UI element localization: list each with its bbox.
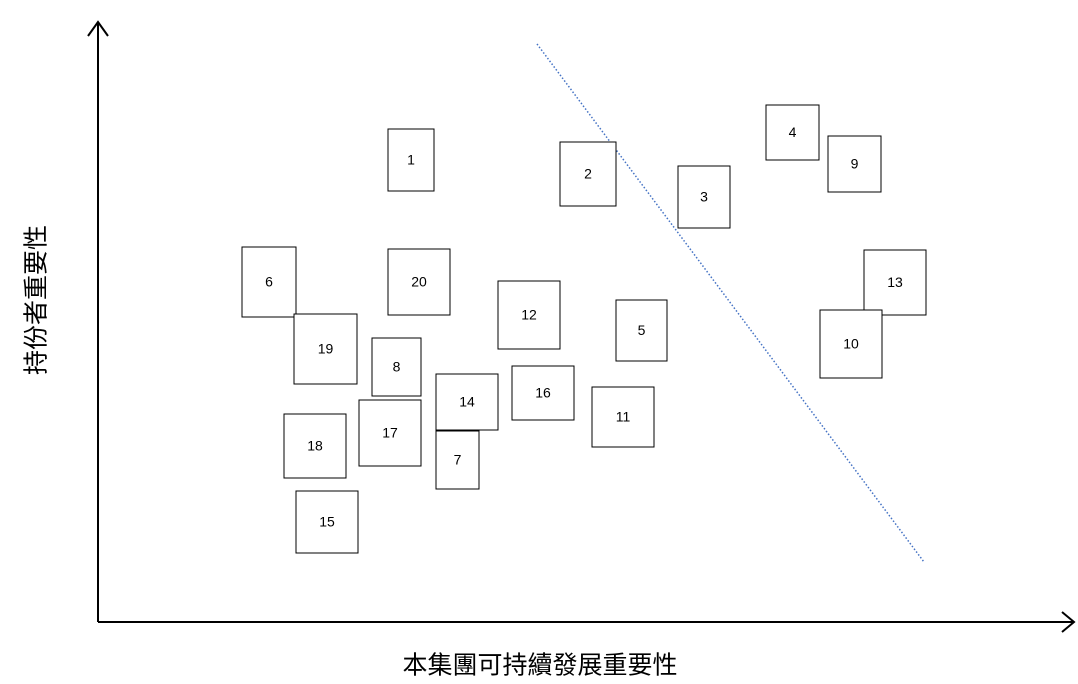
topic-box <box>387 128 435 192</box>
topic-number: 17 <box>382 425 398 441</box>
topic-number: 6 <box>265 274 273 290</box>
topic-number: 2 <box>584 166 592 182</box>
topic-box <box>819 309 883 379</box>
topic-box <box>283 413 347 479</box>
topic-box <box>863 249 927 316</box>
topic-number: 4 <box>789 124 797 140</box>
topic-box <box>435 430 480 490</box>
topic-box <box>827 135 882 193</box>
topic-box <box>293 313 358 385</box>
y-axis-label: 持份者重要性 <box>22 225 51 375</box>
topic-number: 8 <box>393 359 401 375</box>
topic-number: 10 <box>843 336 859 352</box>
topic-box <box>497 280 561 350</box>
topic-number: 9 <box>851 156 859 172</box>
topic-box <box>295 490 359 554</box>
topic-box <box>765 104 820 161</box>
topic-box <box>615 299 668 362</box>
topic-number: 1 <box>407 152 415 168</box>
topic-box <box>677 165 731 229</box>
x-axis-label: 本集團可持續發展重要性 <box>402 651 677 680</box>
topic-number: 18 <box>307 438 323 454</box>
topic-number: 5 <box>638 322 646 338</box>
topic-box <box>559 141 617 207</box>
topic-number: 14 <box>459 394 475 410</box>
topic-box <box>371 337 422 397</box>
topic-box <box>387 248 451 316</box>
y-axis-arrow <box>87 20 109 37</box>
topic-box <box>591 386 655 448</box>
topic-number: 19 <box>318 341 334 357</box>
topic-box <box>241 246 297 318</box>
topic-box <box>435 373 499 431</box>
topic-number: 15 <box>319 514 335 530</box>
topic-number: 20 <box>411 274 427 290</box>
topic-number: 12 <box>521 307 537 323</box>
topic-number: 11 <box>616 409 631 425</box>
topic-number: 3 <box>700 189 708 205</box>
topic-number: 16 <box>535 385 551 401</box>
topic-box <box>358 399 422 467</box>
topic-box <box>511 365 575 421</box>
x-axis-arrow <box>1061 611 1076 633</box>
topic-number: 7 <box>454 452 462 468</box>
topic-number: 13 <box>887 274 903 290</box>
divider-line <box>536 43 925 563</box>
